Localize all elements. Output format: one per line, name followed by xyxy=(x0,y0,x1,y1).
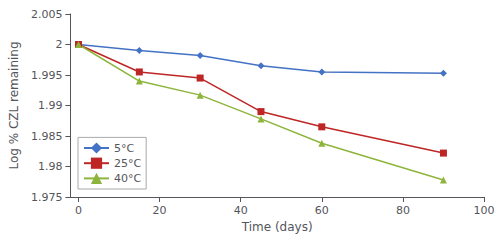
svg-text:Log % CZL remaining: Log % CZL remaining xyxy=(7,41,21,169)
svg-text:0: 0 xyxy=(75,204,82,217)
svg-text:2: 2 xyxy=(55,38,62,51)
svg-text:5°C: 5°C xyxy=(114,142,134,155)
svg-text:20: 20 xyxy=(153,204,167,217)
svg-text:1.99: 1.99 xyxy=(38,99,63,112)
svg-text:80: 80 xyxy=(396,204,410,217)
svg-text:1.995: 1.995 xyxy=(31,69,63,82)
svg-text:40°C: 40°C xyxy=(114,172,141,185)
svg-text:1.98: 1.98 xyxy=(38,160,63,173)
svg-text:25°C: 25°C xyxy=(114,157,141,170)
svg-text:1.975: 1.975 xyxy=(31,191,63,204)
svg-text:1.985: 1.985 xyxy=(31,130,63,143)
svg-text:2.005: 2.005 xyxy=(31,8,63,21)
svg-text:40: 40 xyxy=(234,204,248,217)
svg-text:Time (days): Time (days) xyxy=(241,220,313,234)
svg-text:60: 60 xyxy=(315,204,329,217)
svg-text:100: 100 xyxy=(474,204,495,217)
